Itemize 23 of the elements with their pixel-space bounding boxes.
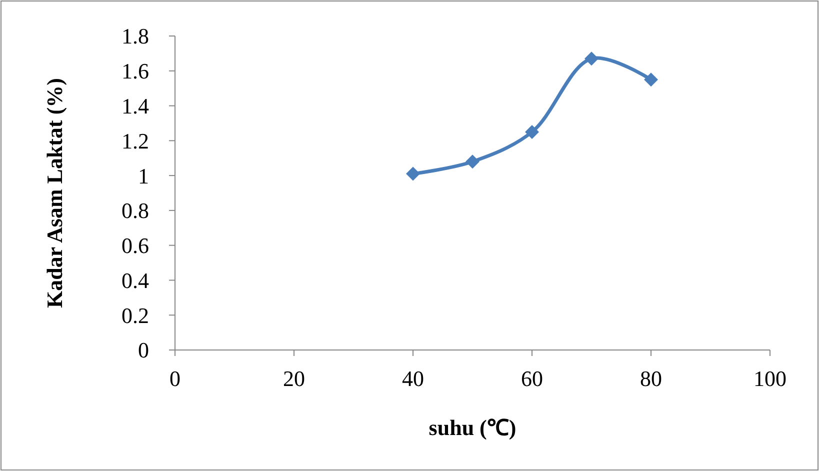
x-tick-label: 80 (640, 366, 662, 391)
y-tick-label: 0.6 (122, 233, 149, 258)
x-tick-label: 40 (402, 366, 424, 391)
y-tick-label: 1.8 (122, 24, 149, 49)
y-tick-label: 1.4 (122, 93, 149, 118)
y-tick-label: 1 (138, 163, 149, 188)
point (644, 72, 658, 87)
x-tick-label: 0 (170, 366, 180, 391)
y-tick-label: 0.8 (122, 198, 149, 224)
y-tick-label: 1.2 (122, 128, 149, 154)
x-axis-title: suhu (℃) (428, 415, 516, 440)
point (406, 166, 420, 181)
y-tick-label: 1.6 (122, 58, 149, 84)
y-tick-label: 0 (138, 338, 149, 363)
y-tick-label: 0.4 (122, 268, 149, 293)
y-axis-title: Kadar Asam Laktat (%) (42, 78, 67, 308)
x-tick-label: 100 (754, 366, 786, 391)
x-tick-label: 60 (521, 366, 543, 391)
y-tick-label: 0.2 (122, 302, 149, 328)
point (466, 154, 480, 169)
point (525, 124, 539, 139)
point (584, 52, 598, 66)
x-tick-label: 20 (283, 366, 305, 391)
